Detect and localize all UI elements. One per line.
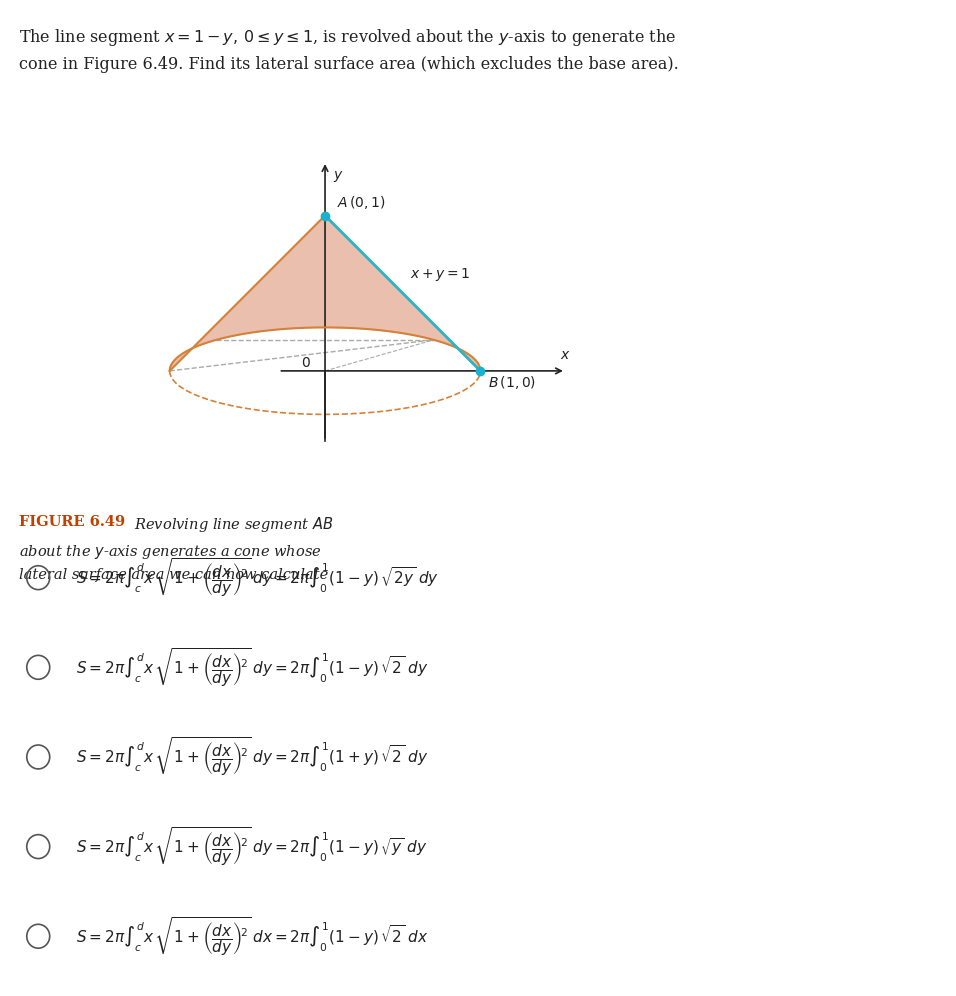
- Text: The line segment $x = 1 - y,\, 0 \leq y \leq 1$, is revolved about the $y$-axis : The line segment $x = 1 - y,\, 0 \leq y …: [19, 27, 679, 73]
- Text: $x$: $x$: [560, 348, 571, 362]
- Text: lateral surface area we can now calculate: lateral surface area we can now calculat…: [19, 568, 328, 582]
- Text: $A\,(0, 1)$: $A\,(0, 1)$: [337, 194, 386, 211]
- Text: FIGURE 6.49: FIGURE 6.49: [19, 516, 125, 530]
- Text: $S = 2\pi\int_{c}^{d} x\,\sqrt{1 + \left(\dfrac{dx}{dy}\right)^{\!2}}\,dy = 2\pi: $S = 2\pi\int_{c}^{d} x\,\sqrt{1 + \left…: [76, 556, 440, 600]
- Text: $y$: $y$: [333, 169, 343, 184]
- Text: about the $y$-axis generates a cone whose: about the $y$-axis generates a cone whos…: [19, 544, 322, 562]
- Text: $0$: $0$: [301, 357, 312, 371]
- Polygon shape: [170, 215, 480, 371]
- Text: $S = 2\pi\int_{c}^{d} x\,\sqrt{1 + \left(\dfrac{dx}{dy}\right)^{\!2}}\,dy = 2\pi: $S = 2\pi\int_{c}^{d} x\,\sqrt{1 + \left…: [76, 825, 428, 869]
- Text: $B\,(1, 0)$: $B\,(1, 0)$: [489, 374, 536, 391]
- Text: $S = 2\pi\int_{c}^{d} x\,\sqrt{1 + \left(\dfrac{dx}{dy}\right)^{\!2}}\,dy = 2\pi: $S = 2\pi\int_{c}^{d} x\,\sqrt{1 + \left…: [76, 735, 429, 779]
- Text: $S = 2\pi\int_{c}^{d} x\,\sqrt{1 + \left(\dfrac{dx}{dy}\right)^{\!2}}\,dx = 2\pi: $S = 2\pi\int_{c}^{d} x\,\sqrt{1 + \left…: [76, 914, 429, 958]
- Text: Revolving line segment $AB$: Revolving line segment $AB$: [125, 516, 334, 535]
- Text: $x + y = 1$: $x + y = 1$: [410, 266, 471, 283]
- Text: $S = 2\pi\int_{c}^{d} x\,\sqrt{1 + \left(\dfrac{dx}{dy}\right)^{\!2}}\,dy = 2\pi: $S = 2\pi\int_{c}^{d} x\,\sqrt{1 + \left…: [76, 645, 429, 689]
